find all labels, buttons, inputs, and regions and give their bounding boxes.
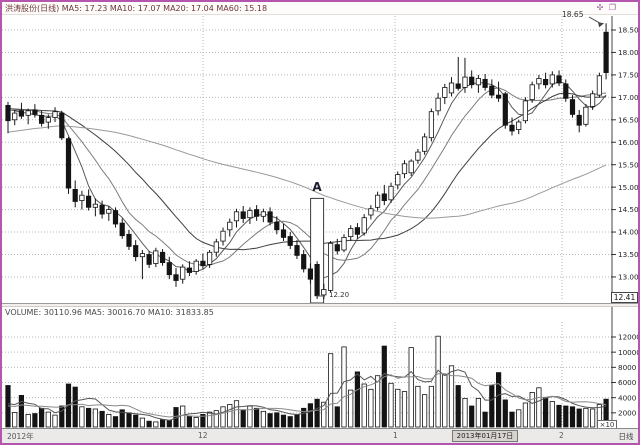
cursor-date-box: 2013年01月17日: [452, 430, 518, 442]
volume-ma-lines: [7, 369, 607, 421]
svg-text:18.50: 18.50: [618, 26, 638, 35]
annotation-low-price: 12.20: [329, 291, 350, 299]
svg-text:8000: 8000: [618, 363, 637, 372]
x-label-month-2: 2: [559, 431, 564, 440]
svg-text:14.50: 14.50: [618, 205, 638, 214]
svg-text:18.00: 18.00: [618, 48, 638, 57]
period-label: 日线: [618, 432, 634, 441]
ma60-line: [7, 125, 607, 219]
svg-text:6000: 6000: [618, 378, 637, 387]
maximize-icon[interactable]: ❐: [608, 3, 616, 12]
x-label-month-12: 12: [198, 431, 208, 440]
svg-text:15.50: 15.50: [618, 160, 638, 169]
axes: 18.50 18.00 17.50 17.00 16.50 16.00 15.50 15.00…: [7, 16, 638, 443]
svg-text:4000: 4000: [618, 393, 637, 402]
svg-text:13.00: 13.00: [618, 273, 638, 282]
ma10-line: [7, 87, 607, 266]
svg-text:12000: 12000: [618, 333, 638, 342]
svg-text:16.50: 16.50: [618, 115, 638, 124]
pin-icon[interactable]: ✣: [596, 3, 604, 12]
annotation-high-price: 18.65: [562, 10, 584, 19]
high-annotation-arrow: [317, 16, 605, 297]
svg-text:14.00: 14.00: [618, 228, 638, 237]
volume-bars: [5, 335, 609, 428]
svg-text:10000: 10000: [618, 348, 638, 357]
ma20-line: [8, 92, 607, 251]
volume-header: VOLUME: 30110.96 MA5: 30016.70 MA10: 318…: [5, 308, 214, 317]
window-controls: ✣ ❐: [594, 2, 616, 15]
svg-text:2000: 2000: [618, 408, 637, 417]
svg-text:15.00: 15.00: [618, 183, 638, 192]
candlesticks: [5, 23, 609, 299]
svg-text:13.50: 13.50: [618, 250, 638, 259]
a-highlight-box: [310, 197, 325, 304]
panel-divider: [2, 303, 638, 307]
x-label-year: 2012年: [7, 432, 34, 441]
svg-text:17.50: 17.50: [618, 71, 638, 80]
x-axis-strip: 2012年 12 1 2013年01月17日 2 日线: [2, 428, 638, 443]
price-axis-low-box: 12.41: [611, 292, 638, 303]
grid-lines: [2, 16, 611, 426]
title-bar: 洪涛股份(日线) MA5: 17.23 MA10: 17.07 MA20: 17…: [2, 2, 638, 15]
svg-text:16.00: 16.00: [618, 138, 638, 147]
annotation-a-label: A: [312, 180, 322, 194]
volume-ma5-line: [7, 369, 607, 421]
volume-ma10-line: [7, 373, 607, 418]
x-label-month-1: 1: [393, 431, 398, 440]
chart-title: 洪涛股份(日线) MA5: 17.23 MA10: 17.07 MA20: 17…: [5, 4, 268, 13]
svg-text:17.00: 17.00: [618, 93, 638, 102]
